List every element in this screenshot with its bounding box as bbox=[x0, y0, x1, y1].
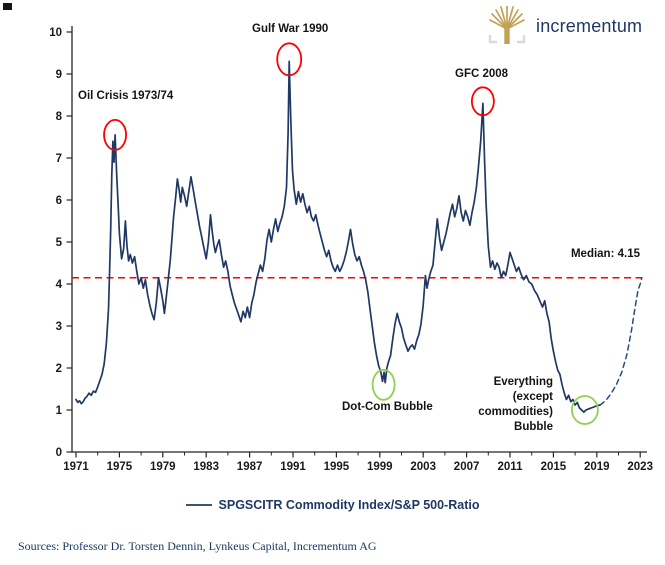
x-tick-label: 1991 bbox=[280, 461, 306, 473]
y-tick-label: 7 bbox=[56, 153, 62, 165]
corner-mark bbox=[3, 3, 12, 10]
y-tick-label: 3 bbox=[56, 321, 62, 333]
y-tick-label: 9 bbox=[56, 69, 62, 81]
commodity-ratio-chart: 0 1 2 3 4 5 6 7 8 9 10 1971 1975 1979 1983 1987 1991 1995… bbox=[49, 26, 653, 473]
annotation-gulf-war: Gulf War 1990 bbox=[252, 23, 329, 35]
annotation-dot-com: Dot-Com Bubble bbox=[342, 401, 433, 413]
annotation-gfc: GFC 2008 bbox=[455, 68, 509, 80]
annotation-oil-crisis: Oil Crisis 1973/74 bbox=[78, 90, 174, 102]
x-tick-label: 2007 bbox=[454, 461, 480, 473]
x-tick-label: 1971 bbox=[63, 461, 89, 473]
y-tick-label: 0 bbox=[56, 447, 62, 459]
x-tick-label: 1983 bbox=[193, 461, 219, 473]
median-label: Median: 4.15 bbox=[570, 248, 640, 260]
legend: SPGSCITR Commodity Index/S&P 500-Ratio bbox=[10, 498, 655, 512]
y-tick-label: 1 bbox=[56, 405, 63, 417]
event-circle-gfc bbox=[470, 86, 495, 117]
event-circle-dot-com bbox=[371, 368, 396, 401]
x-tick-label: 2023 bbox=[627, 461, 653, 473]
y-tick-label: 4 bbox=[56, 279, 63, 291]
legend-line-marker bbox=[185, 504, 212, 506]
x-tick-label: 1999 bbox=[367, 461, 393, 473]
x-tick-label: 2003 bbox=[410, 461, 436, 473]
x-tick-label: 1975 bbox=[107, 461, 133, 473]
ratio-series-line bbox=[75, 60, 601, 413]
x-tick-label: 1979 bbox=[150, 461, 176, 473]
legend-label: SPGSCITR Commodity Index/S&P 500-Ratio bbox=[218, 498, 480, 512]
sources-note: Sources: Professor Dr. Torsten Dennin, L… bbox=[18, 539, 377, 553]
x-tick-label: 2011 bbox=[498, 461, 524, 473]
x-tick-label: 2015 bbox=[541, 461, 567, 473]
x-tick-label: 1995 bbox=[324, 461, 350, 473]
y-tick-label: 2 bbox=[56, 363, 62, 375]
y-tick-label: 10 bbox=[49, 27, 62, 39]
brand-name: incrementum bbox=[536, 15, 643, 36]
x-tick-label: 1987 bbox=[237, 461, 263, 473]
annotation-everything-bubble: Everything (except commodities) Bubble bbox=[478, 376, 553, 433]
event-circle-everything-bubble bbox=[570, 395, 599, 425]
event-circle-oil-crisis bbox=[103, 118, 127, 151]
y-tick-label: 5 bbox=[56, 237, 63, 249]
incrementum-tree-icon bbox=[488, 6, 526, 44]
y-tick-label: 8 bbox=[56, 111, 63, 123]
projection-line bbox=[599, 276, 643, 406]
incrementum-logo: incrementum bbox=[487, 6, 642, 46]
event-circle-gulf-war bbox=[276, 42, 303, 77]
y-tick-label: 6 bbox=[56, 195, 62, 207]
x-tick-label: 2019 bbox=[584, 461, 610, 473]
